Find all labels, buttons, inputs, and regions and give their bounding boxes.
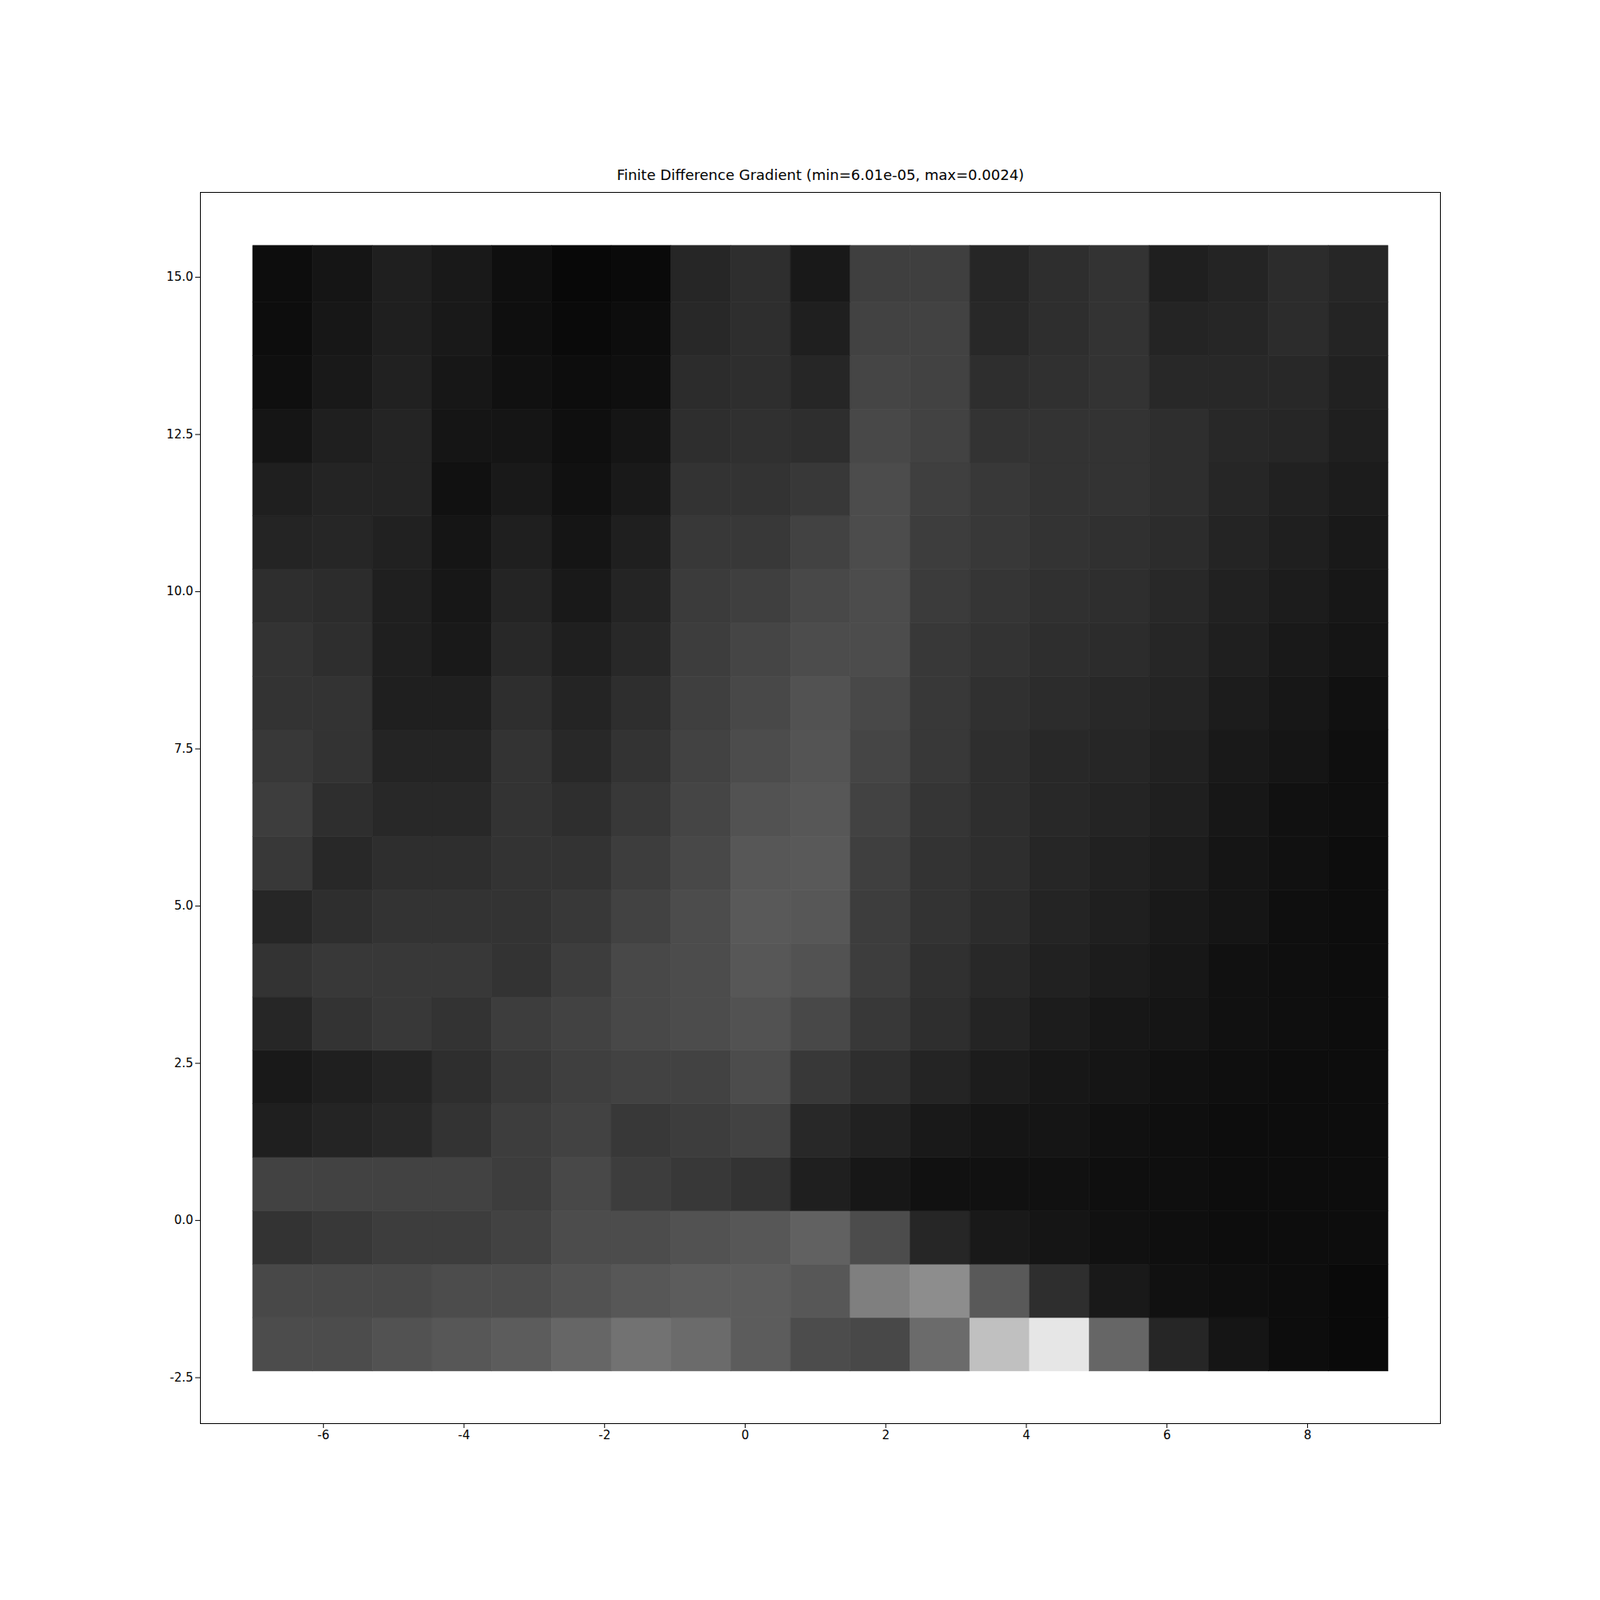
svg-text:5.0: 5.0 — [174, 898, 194, 913]
svg-text:0.0: 0.0 — [174, 1212, 194, 1228]
svg-text:-4: -4 — [458, 1428, 471, 1443]
svg-text:-2: -2 — [598, 1428, 611, 1443]
svg-text:6: 6 — [1163, 1428, 1172, 1443]
svg-text:4: 4 — [1022, 1428, 1031, 1443]
svg-text:Finite Difference Gradient (mi: Finite Difference Gradient (min=6.01e-05… — [616, 166, 1024, 184]
svg-text:7.5: 7.5 — [174, 741, 194, 756]
svg-text:12.5: 12.5 — [166, 427, 193, 442]
svg-text:15.0: 15.0 — [166, 269, 193, 284]
svg-text:2.5: 2.5 — [174, 1056, 194, 1071]
svg-text:-2.5: -2.5 — [169, 1370, 193, 1385]
svg-text:-6: -6 — [317, 1428, 330, 1443]
svg-text:8: 8 — [1304, 1428, 1312, 1443]
svg-text:0: 0 — [741, 1428, 750, 1443]
svg-text:10.0: 10.0 — [166, 584, 193, 599]
svg-text:2: 2 — [881, 1428, 890, 1443]
